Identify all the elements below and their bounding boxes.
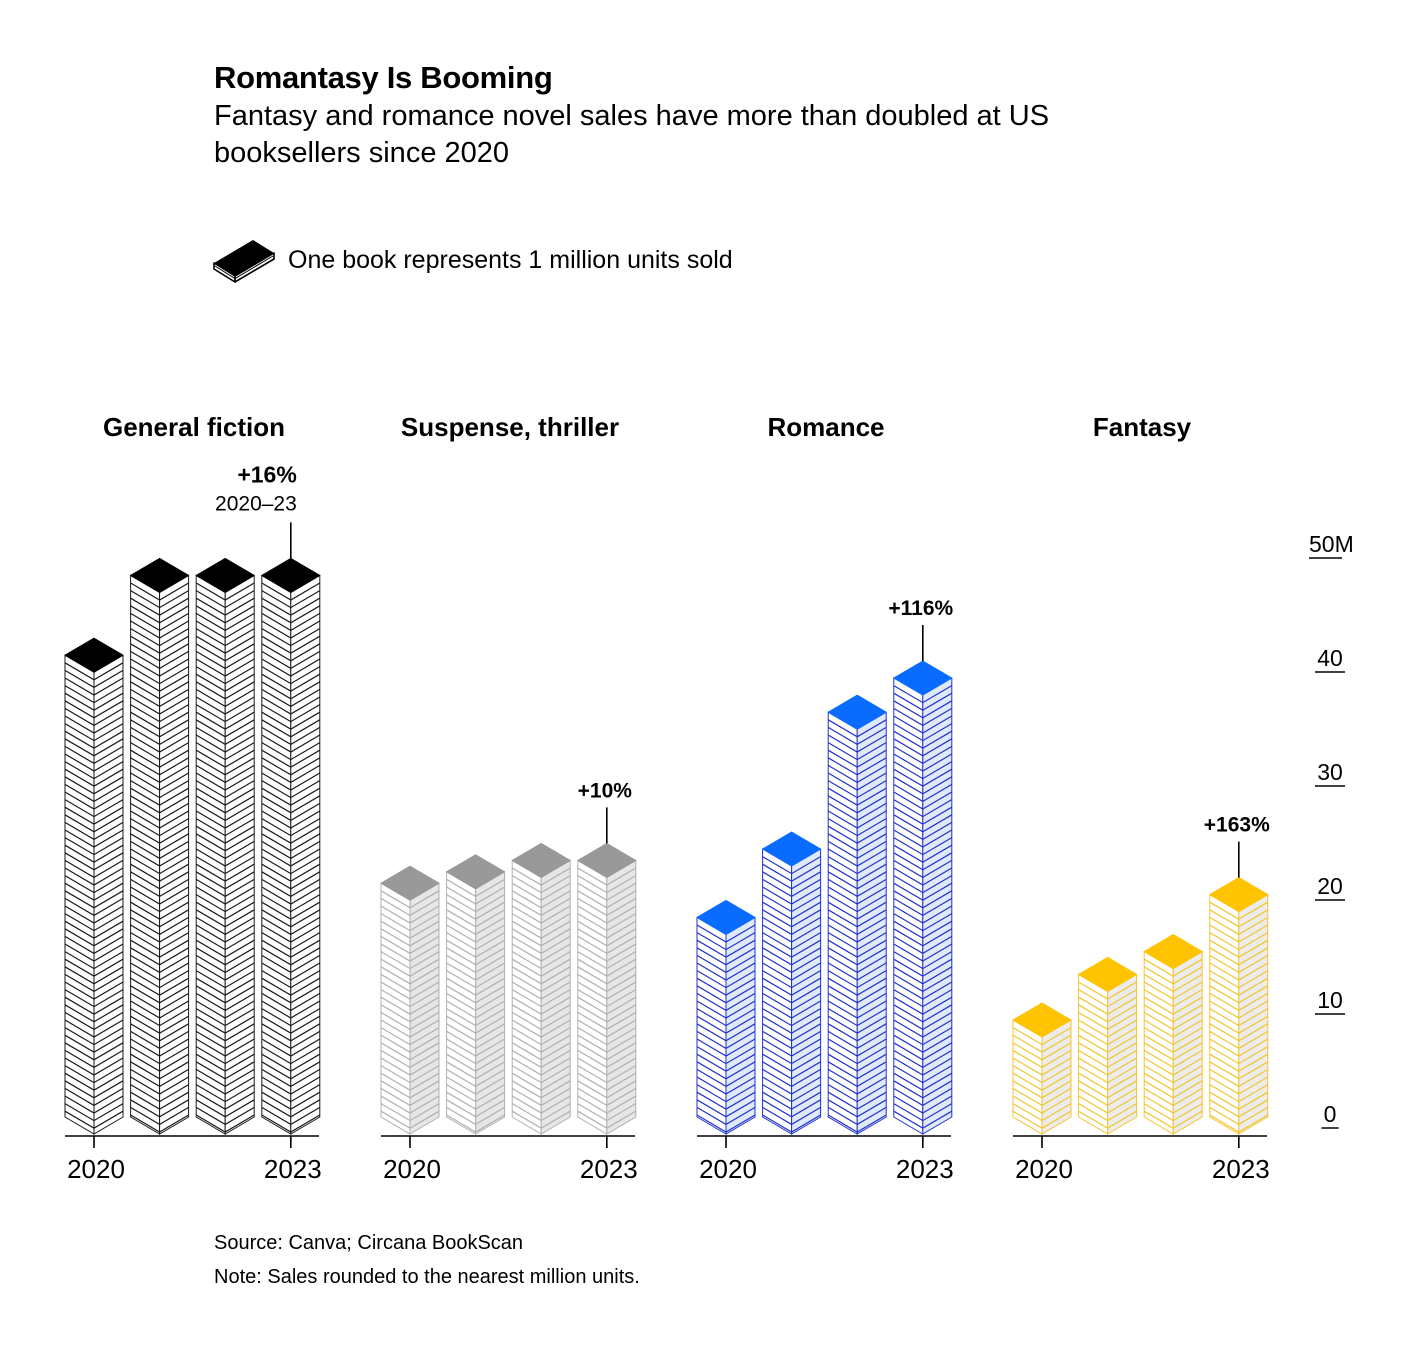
bar-2021 (446, 854, 506, 1135)
annotation-change: +163% (1204, 814, 1270, 837)
x-tick-label: 2023 (264, 1154, 322, 1184)
panel-fantasy (1012, 877, 1269, 1135)
chart-title: Romantasy Is Booming (214, 60, 553, 95)
panel-suspense-thriller (380, 842, 637, 1135)
bar-2021 (762, 831, 822, 1135)
annotation-period: 2020–23 (215, 492, 297, 515)
panel-title: Suspense, thriller (401, 412, 619, 442)
y-tick-label: 30 (1317, 759, 1343, 785)
panel-title: Romance (767, 412, 884, 442)
bar-2020 (64, 637, 124, 1135)
bar-2022 (511, 842, 571, 1135)
annotation-change: +10% (578, 779, 633, 802)
bar-2023 (1209, 877, 1269, 1135)
y-tick-label: 50M (1309, 531, 1354, 557)
bar-2023 (893, 660, 953, 1135)
panel-title: General fiction (103, 412, 285, 442)
source-note: Source: Canva; Circana BookScan (214, 1232, 524, 1254)
y-tick-label: 0 (1324, 1101, 1337, 1127)
bar-2022 (827, 694, 887, 1135)
annotation-change: +16% (237, 461, 296, 487)
x-tick-label: 2023 (580, 1154, 638, 1184)
chart-subtitle: Fantasy and romance novel sales have mor… (214, 100, 1050, 169)
panel-general-fiction (64, 557, 321, 1135)
bar-2022 (1143, 934, 1203, 1135)
bar-2021 (1078, 956, 1138, 1135)
bar-2020 (696, 899, 756, 1135)
bar-2023 (261, 557, 321, 1135)
bar-2020 (380, 865, 440, 1135)
y-tick-label: 10 (1317, 987, 1343, 1013)
y-tick-label: 40 (1317, 645, 1343, 671)
annotation-change: +116% (888, 597, 953, 620)
x-tick-label: 2020 (383, 1154, 441, 1184)
x-tick-label: 2023 (896, 1154, 954, 1184)
footnote: Note: Sales rounded to the nearest milli… (214, 1266, 640, 1288)
x-tick-label: 2023 (1212, 1154, 1270, 1184)
bar-2022 (195, 557, 255, 1135)
bar-2020 (1012, 1002, 1072, 1135)
panel-romance (696, 660, 953, 1135)
bar-2021 (130, 557, 190, 1135)
x-tick-label: 2020 (1015, 1154, 1073, 1184)
bar-2023 (577, 842, 637, 1135)
panel-title: Fantasy (1093, 412, 1192, 442)
x-tick-label: 2020 (699, 1154, 757, 1184)
y-tick-label: 20 (1317, 873, 1343, 899)
book-icon (213, 240, 275, 283)
x-tick-label: 2020 (67, 1154, 125, 1184)
legend-text: One book represents 1 million units sold (288, 246, 733, 274)
